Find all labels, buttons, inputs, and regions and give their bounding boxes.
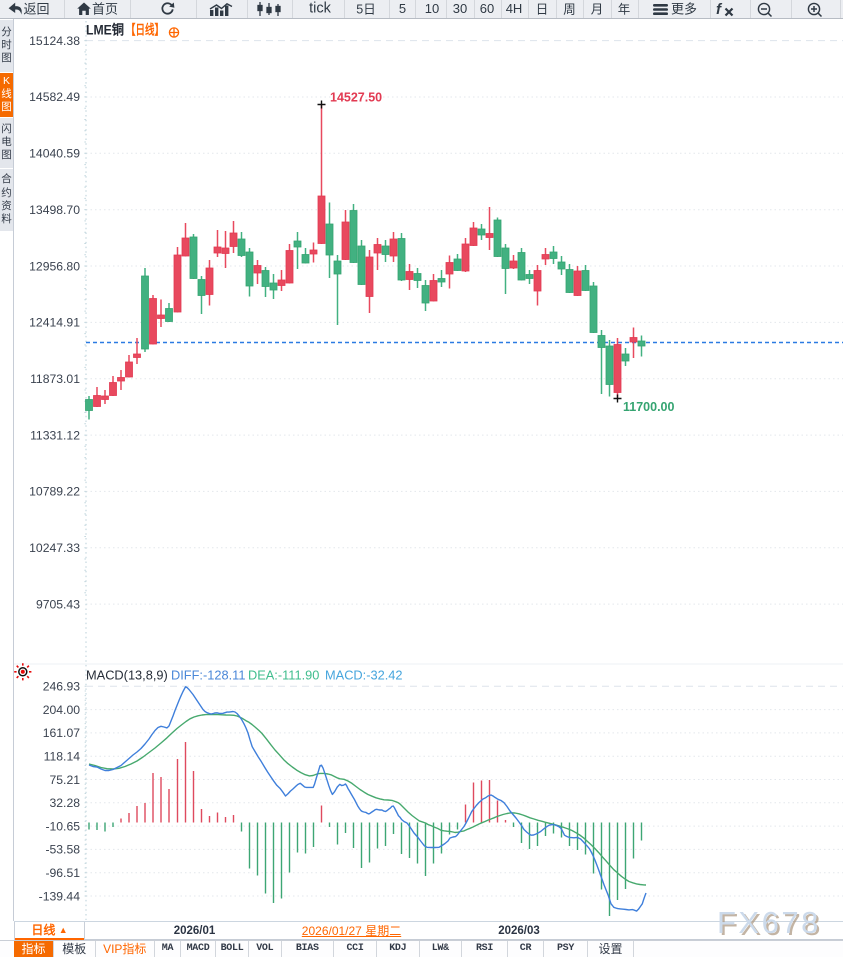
svg-text:-10.65: -10.65 — [45, 819, 80, 833]
svg-text:14527.50: 14527.50 — [330, 91, 382, 105]
svg-text:12414.91: 12414.91 — [29, 316, 80, 330]
svg-text:32.28: 32.28 — [50, 796, 81, 810]
svg-text:10247.33: 10247.33 — [29, 541, 80, 555]
svg-text:13498.70: 13498.70 — [29, 203, 80, 217]
svg-text:MACD(13,8,9): MACD(13,8,9) — [86, 668, 168, 683]
svg-text:246.93: 246.93 — [43, 680, 80, 694]
svg-text:MACD:-32.42: MACD:-32.42 — [325, 668, 403, 683]
svg-text:11700.00: 11700.00 — [623, 400, 674, 414]
svg-text:11331.12: 11331.12 — [30, 428, 80, 442]
svg-text:10789.22: 10789.22 — [29, 485, 80, 499]
svg-text:LME铜: LME铜 — [86, 22, 124, 38]
svg-text:14040.59: 14040.59 — [29, 147, 80, 161]
svg-text:11873.01: 11873.01 — [30, 372, 80, 386]
svg-text:【日线】: 【日线】 — [126, 22, 164, 38]
svg-text:15124.38: 15124.38 — [29, 34, 80, 48]
svg-text:12956.80: 12956.80 — [29, 259, 80, 273]
svg-text:204.00: 204.00 — [43, 703, 80, 717]
svg-text:118.14: 118.14 — [44, 750, 81, 764]
svg-text:161.07: 161.07 — [43, 726, 80, 740]
svg-text:75.21: 75.21 — [50, 773, 81, 787]
svg-text:-53.58: -53.58 — [45, 843, 80, 857]
svg-text:14582.49: 14582.49 — [29, 90, 80, 104]
svg-text:DIFF:-128.11: DIFF:-128.11 — [171, 668, 245, 683]
svg-text:DEA:-111.90: DEA:-111.90 — [248, 668, 319, 683]
svg-text:9705.43: 9705.43 — [36, 597, 80, 611]
svg-text:f: f — [716, 1, 723, 17]
svg-text:-96.51: -96.51 — [45, 866, 80, 880]
svg-text:-139.44: -139.44 — [39, 889, 81, 903]
